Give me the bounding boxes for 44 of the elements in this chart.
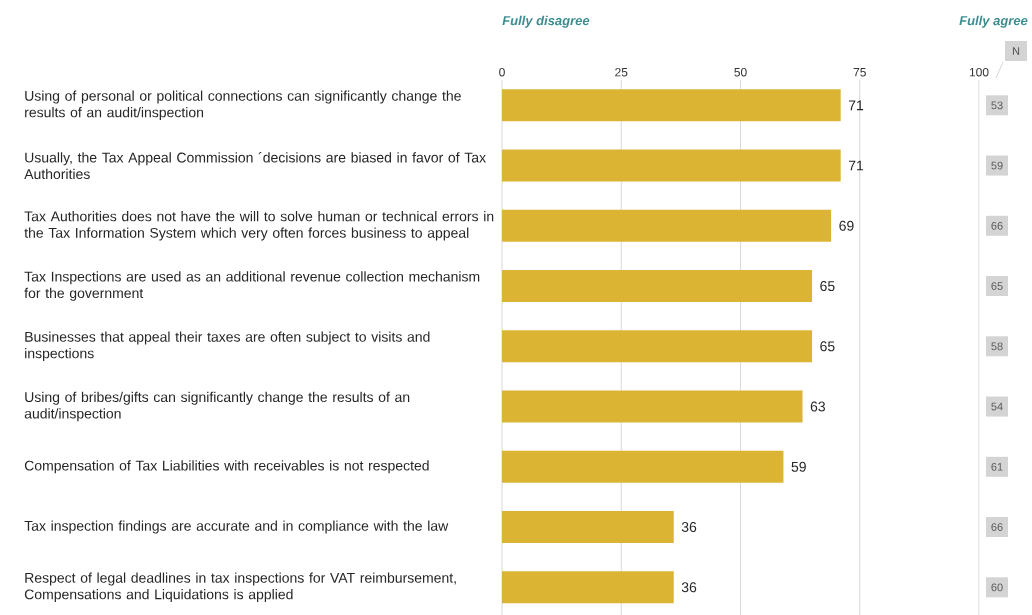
y-tick-label: Tax Inspections are used as an additional revenue collection mechanism for the government — [24, 271, 480, 301]
y-tick-label: Using of bribes/gifts can significantly change the results of an audit/inspection — [24, 391, 410, 422]
data-label: 36 — [681, 522, 697, 533]
bar — [502, 270, 813, 303]
text: Fully agree — [959, 15, 1028, 28]
bar — [502, 149, 841, 182]
y-tick-label: Compensation of Tax Liabilities with receivables is not respected — [24, 460, 429, 474]
bar — [502, 450, 784, 483]
x-tick-label: 25 — [615, 67, 628, 77]
y-tick-label: Respect of legal deadlines in tax inspections for VAT reimbursement, Compensations and Liquidations is applied — [24, 572, 456, 603]
text: 66 — [991, 523, 1003, 531]
data-label: 63 — [810, 401, 825, 412]
text: 59 — [991, 161, 1003, 170]
data-label: 36 — [681, 582, 697, 593]
y-tick-label: Businesses that appeal their taxes are often subject to visits and inspections — [25, 331, 430, 362]
bar — [502, 511, 674, 544]
text: 58 — [991, 342, 1003, 351]
text: 66 — [991, 221, 1003, 230]
text: Fully disagree — [502, 15, 590, 28]
data-label: 65 — [820, 281, 835, 292]
y-tick-label: Tax inspection findings are accurate and in compliance with the law — [24, 520, 449, 534]
bar — [502, 390, 803, 423]
bar — [502, 571, 674, 604]
bar — [502, 209, 832, 242]
data-label: 59 — [791, 461, 806, 472]
data-label: 65 — [820, 341, 835, 352]
text: N — [1012, 47, 1020, 55]
x-tick-label: 75 — [853, 68, 866, 77]
x-tick-label: 100 — [969, 67, 989, 77]
data-label: 69 — [839, 220, 854, 231]
text: 61 — [991, 462, 1003, 471]
bar — [502, 330, 813, 363]
y-tick-label: Using of personal or political connections can significantly change the results of an audit/inspection — [25, 90, 461, 121]
x-tick-label: 50 — [734, 67, 747, 77]
x-tick-label: 0 — [499, 67, 505, 77]
y-tick-label: Usually, the Tax Appeal Commission ´decisions are biased in favor of Tax Authorities — [24, 152, 486, 180]
text: 54 — [991, 402, 1003, 411]
data-label: 71 — [848, 160, 864, 171]
text: 60 — [991, 583, 1003, 592]
y-tick-label: Tax Authorities does not have the will to solve human or technical errors in the Tax Information System which very often forces business to appeal — [24, 211, 494, 241]
bar — [502, 89, 841, 122]
data-label: 71 — [848, 100, 864, 111]
text: 53 — [991, 101, 1003, 110]
text: 65 — [991, 282, 1003, 290]
